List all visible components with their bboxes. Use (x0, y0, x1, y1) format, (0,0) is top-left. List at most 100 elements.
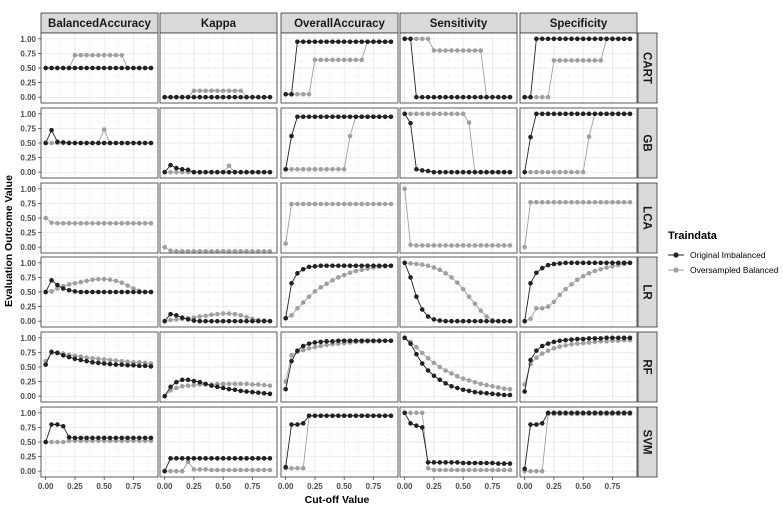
row-strip-bg-gb (637, 107, 658, 179)
data-point-original (359, 39, 365, 45)
panel-cart-balancedaccuracy (40, 32, 159, 104)
data-point-original (101, 65, 107, 71)
data-point-original (425, 314, 431, 319)
data-point-oversampled (295, 91, 300, 97)
data-point-oversampled (96, 276, 101, 282)
x-tick-label: 0.00 (38, 482, 54, 491)
data-point-original (295, 422, 300, 427)
data-point-oversampled (306, 346, 312, 351)
data-point-original (551, 410, 557, 416)
data-point-oversampled (563, 58, 568, 63)
data-point-oversampled (414, 243, 419, 248)
data-point-original (72, 356, 78, 362)
data-point-original (437, 318, 443, 323)
data-point-original (306, 39, 312, 45)
data-point-oversampled (551, 346, 557, 351)
data-point-original (472, 460, 478, 466)
data-point-oversampled (569, 199, 574, 205)
data-point-oversampled (148, 220, 154, 226)
y-tick-label: 0.50 (20, 288, 36, 297)
data-point-oversampled (119, 220, 125, 226)
data-point-oversampled (563, 169, 568, 175)
data-point-original (185, 456, 191, 461)
data-point-original (545, 341, 551, 346)
data-point-original (261, 94, 267, 100)
data-point-oversampled (336, 166, 341, 172)
x-tick-label: 0.50 (575, 482, 591, 491)
data-point-original (238, 94, 244, 100)
row-strip-bg-svm (637, 406, 658, 478)
data-point-original (365, 39, 370, 45)
data-point-original (318, 339, 324, 345)
panel-rf-balancedaccuracy (40, 331, 159, 403)
data-point-original (431, 460, 437, 465)
data-point-oversampled (232, 88, 238, 94)
data-point-original (90, 435, 95, 441)
legend-label-original: Original Imbalanced (690, 250, 766, 260)
panel-rf-sensitivity (399, 331, 518, 403)
data-point-oversampled (484, 243, 489, 248)
data-point-original (60, 286, 66, 291)
data-point-original (443, 318, 448, 324)
data-point-oversampled (443, 111, 448, 117)
data-point-original (408, 120, 413, 126)
data-point-oversampled (382, 201, 388, 207)
data-point-oversampled (283, 241, 288, 246)
data-point-original (336, 263, 341, 269)
data-point-oversampled (557, 169, 563, 175)
data-point-original (66, 287, 72, 293)
panel-lr-balancedaccuracy (40, 256, 159, 328)
data-point-oversampled (168, 248, 173, 253)
data-point-original (244, 94, 249, 100)
data-point-oversampled (592, 339, 598, 345)
data-point-original (431, 317, 437, 322)
data-point-oversampled (318, 166, 324, 172)
data-point-original (244, 169, 249, 175)
data-point-original (534, 111, 539, 117)
data-point-oversampled (215, 467, 220, 473)
data-point-original (460, 460, 466, 466)
data-point-original (78, 140, 84, 146)
row-strip-label-svm: SVM (641, 430, 653, 455)
data-point-oversampled (220, 248, 226, 254)
data-point-oversampled (318, 201, 324, 207)
data-point-oversampled (295, 201, 300, 207)
data-point-original (507, 392, 513, 398)
data-point-original (203, 94, 208, 100)
data-point-oversampled (604, 339, 609, 344)
data-point-oversampled (220, 381, 226, 387)
data-point-original (148, 435, 154, 441)
data-point-original (215, 456, 220, 461)
data-point-oversampled (244, 248, 249, 254)
panel-lca-specificity (519, 182, 638, 254)
data-point-original (197, 318, 203, 324)
data-point-oversampled (203, 248, 208, 254)
data-point-original (255, 456, 261, 461)
data-point-original (621, 410, 627, 416)
data-point-oversampled (598, 58, 604, 63)
data-point-original (96, 435, 101, 441)
data-point-original (119, 362, 125, 367)
data-point-original (283, 315, 288, 321)
data-point-original (255, 169, 261, 175)
data-point-original (604, 410, 609, 416)
data-point-original (455, 169, 460, 175)
data-point-original (55, 65, 60, 71)
x-tick-label: 0.75 (605, 482, 621, 491)
data-point-oversampled (330, 201, 335, 207)
data-point-oversampled (179, 248, 185, 254)
data-point-oversampled (49, 439, 54, 445)
panel-border-cart-overallaccuracy (280, 32, 399, 104)
row-strip-label-rf: RF (641, 359, 653, 374)
data-point-oversampled (569, 169, 574, 175)
data-point-oversampled (449, 371, 454, 376)
data-point-original (495, 169, 501, 175)
data-point-oversampled (466, 378, 472, 383)
data-point-original (113, 435, 119, 441)
data-point-original (408, 275, 413, 280)
data-point-oversampled (437, 467, 443, 473)
data-point-oversampled (232, 311, 238, 317)
data-point-original (449, 318, 454, 324)
data-point-original (306, 114, 312, 120)
y-tick-label: 0.50 (20, 438, 36, 447)
